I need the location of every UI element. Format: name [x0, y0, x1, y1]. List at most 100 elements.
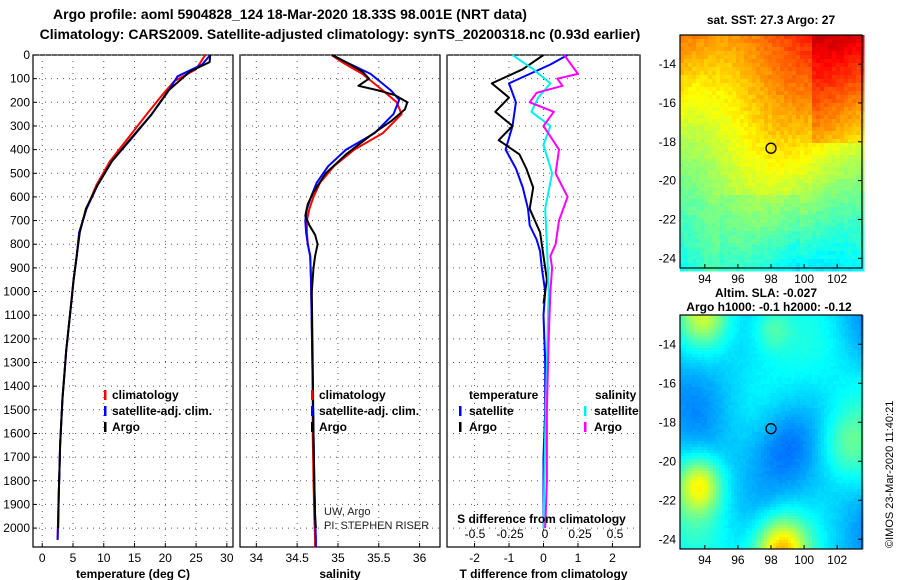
y-tick-label: 1600 [3, 426, 30, 440]
x-tick-label: 34 [250, 551, 264, 565]
x-tick-label: 10 [97, 551, 111, 565]
x-tick-label: 0 [39, 551, 46, 565]
map-y-tick-label: -14 [659, 57, 677, 71]
legend-swatch [459, 406, 462, 416]
map-y-tick-label: -18 [659, 135, 677, 149]
legend-label: satellite-adj. clim. [112, 404, 212, 418]
y-tick-label: 1800 [3, 474, 30, 488]
map-y-tick-label: -18 [659, 415, 677, 429]
map-y-tick-label: -24 [659, 251, 677, 265]
map-x-tick-label: 96 [731, 553, 745, 567]
sla-map-panel: 94 96 98 100 102 -14 -16 -18 -20 -22 -24 Altim. SLA… [659, 286, 864, 567]
sst-map-panel: 94 96 98 100 102 -14 -16 -18 -20 -22 -24 sat. SST: … [659, 13, 865, 286]
legend-swatch [584, 406, 587, 416]
difference-profile-panel: -2 -1 0 1 2 T difference from climatology S di… [446, 54, 641, 580]
x-axis-label: T difference from climatology [459, 567, 627, 580]
s-axis-label: S difference from climatology [457, 512, 626, 526]
map-x-tick-label: 98 [764, 553, 778, 567]
legend-label: satellite [469, 404, 514, 418]
plot-frame [32, 54, 234, 548]
map-x-tick-label: 94 [698, 553, 712, 567]
s-tick-label: 0 [542, 527, 549, 541]
map-x-tick-label: 94 [698, 272, 712, 286]
legend-swatch [459, 422, 462, 432]
y-tick-label: 200 [10, 95, 30, 109]
y-tick-label: 800 [10, 237, 30, 251]
x-axis-label: salinity [319, 567, 361, 580]
legend-swatch [311, 390, 314, 400]
legend-label: satellite-adj. clim. [319, 404, 419, 418]
y-tick-label: 1200 [3, 332, 30, 346]
map-x-tick-label: 98 [764, 272, 778, 286]
s-tick-label: 0.25 [568, 527, 592, 541]
x-tick-label: -2 [469, 551, 480, 565]
y-tick-label: 1700 [3, 450, 30, 464]
temperature-profile-panel: 0100200300400500600700800900100011001200… [3, 48, 234, 580]
series-line [57, 54, 212, 529]
salinity-profile-panel: 34 34.5 35 35.5 36 salinity climatology satelli… [239, 54, 441, 580]
x-tick-label: 2 [609, 551, 616, 565]
map-y-tick-label: -22 [659, 493, 677, 507]
y-tick-label: 1300 [3, 356, 30, 370]
legend-label: climatology [112, 388, 179, 402]
legend-label: Argo [469, 420, 497, 434]
map-x-tick-label: 102 [827, 553, 847, 567]
legend-label: Argo [112, 420, 140, 434]
legend-swatch [584, 422, 587, 432]
y-tick-label: 0 [23, 48, 30, 62]
legend-swatch [104, 406, 107, 416]
map-x-tick-label: 100 [794, 272, 814, 286]
map-title: Altim. SLA: -0.027 [715, 286, 817, 300]
s-tick-label: -0.5 [465, 527, 486, 541]
legend-swatch [311, 406, 314, 416]
heatmap-cells [680, 315, 864, 550]
legend-label: Argo [319, 420, 347, 434]
y-tick-label: 2000 [3, 521, 30, 535]
argo-float-marker [765, 423, 777, 435]
x-tick-label: 25 [189, 551, 203, 565]
y-tick-label: 900 [10, 261, 30, 275]
argo-float-marker [765, 142, 777, 154]
map-y-tick-label: -24 [659, 532, 677, 546]
map-title: sat. SST: 27.3 Argo: 27 [707, 13, 836, 27]
pi-annotation: PI: STEPHEN RISER [324, 520, 429, 532]
legend-label: climatology [319, 388, 386, 402]
series-line [304, 54, 409, 529]
legend-label: Argo [594, 420, 622, 434]
map-y-tick-label: -22 [659, 212, 677, 226]
map-subtitle: Argo h1000: -0.1 h2000: -0.12 [686, 300, 852, 314]
x-tick-label: 0 [540, 551, 547, 565]
x-tick-label: 5 [70, 551, 77, 565]
map-x-tick-label: 96 [731, 272, 745, 286]
legend-swatch [104, 422, 107, 432]
x-tick-label: 30 [220, 551, 234, 565]
y-tick-label: 1500 [3, 403, 30, 417]
series-line [528, 54, 579, 529]
y-tick-label: 1000 [3, 285, 30, 299]
y-tick-label: 700 [10, 214, 30, 228]
plot-frame [239, 54, 441, 548]
map-y-tick-label: -16 [659, 376, 677, 390]
legend-swatch [311, 422, 314, 432]
map-y-tick-label: -20 [659, 454, 677, 468]
s-tick-label: 0.5 [607, 527, 624, 541]
x-tick-label: 15 [128, 551, 142, 565]
x-tick-label: -1 [504, 551, 515, 565]
figure-title-line1: Argo profile: aoml 5904828_124 18-Mar-20… [53, 6, 527, 22]
heatmap-cells [680, 35, 865, 272]
y-tick-label: 1900 [3, 497, 30, 511]
x-axis-label: temperature (deg C) [76, 567, 190, 580]
s-tick-label: -0.25 [496, 527, 524, 541]
series-line [490, 54, 548, 304]
y-tick-label: 1400 [3, 379, 30, 393]
pi-annotation: UW, Argo [324, 506, 370, 518]
legend-header: salinity [595, 388, 637, 402]
map-x-tick-label: 102 [827, 272, 847, 286]
x-tick-label: 35.5 [367, 551, 391, 565]
legend-header: temperature [469, 388, 539, 402]
figure-title-line2: Climatology: CARS2009. Satellite-adjuste… [40, 26, 641, 42]
legend-swatch [104, 390, 107, 400]
series-line [511, 54, 554, 529]
y-tick-label: 300 [10, 119, 30, 133]
